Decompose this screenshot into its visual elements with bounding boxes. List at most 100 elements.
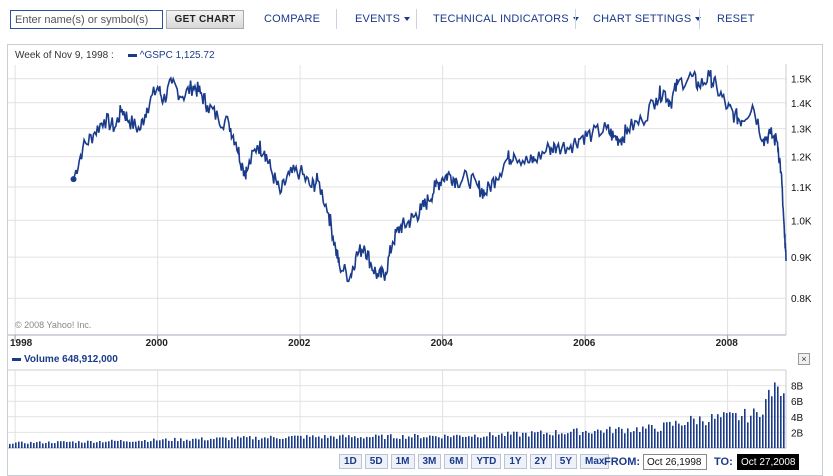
x-tick-label: 2004 (431, 338, 454, 349)
reset-button[interactable]: RESET (717, 13, 755, 25)
x-tick-label: 2002 (288, 338, 311, 349)
chevron-down-icon (404, 17, 411, 22)
volume-bar (639, 432, 641, 448)
volume-bar (225, 437, 227, 448)
volume-bar (573, 428, 575, 448)
copyright-text: © 2008 Yahoo! Inc. (15, 320, 91, 330)
volume-bar (645, 428, 647, 448)
range-button-max[interactable]: Max (580, 454, 610, 469)
volume-bar (516, 431, 518, 448)
volume-bar (741, 416, 743, 448)
volume-bar (189, 440, 191, 448)
volume-bar (678, 423, 680, 448)
range-button-ytd[interactable]: YTD (471, 454, 502, 469)
volume-bar (633, 431, 635, 448)
range-button-6m[interactable]: 6M (444, 454, 469, 469)
price-y-tick-label: 1.3K (791, 125, 812, 136)
range-button-1d[interactable]: 1D (339, 454, 362, 469)
volume-bar (75, 442, 77, 448)
volume-bar (336, 438, 338, 448)
volume-bar (171, 441, 173, 448)
price-y-axis: 0.8K 0.9K 1.0K 1.1K 1.2K 1.3K 1.4K 1.5K (785, 64, 812, 335)
chevron-down-icon (695, 17, 702, 22)
volume-bar (588, 432, 590, 448)
range-button-1m[interactable]: 1M (390, 454, 415, 469)
range-button-5y[interactable]: 5Y (554, 454, 578, 469)
volume-bar (186, 439, 188, 448)
technical-indicators-label: TECHNICAL INDICATORS (433, 13, 569, 25)
from-label: FROM: (604, 456, 641, 468)
volume-bar (150, 441, 152, 448)
volume-bar (228, 440, 230, 448)
close-volume-button[interactable]: × (798, 353, 810, 365)
volume-bar (600, 430, 602, 448)
toolbar: GET CHART COMPARE EVENTS TECHNICAL INDIC… (0, 0, 833, 40)
range-button-5d[interactable]: 5D (364, 454, 388, 469)
volume-y-tick-label: 2B (791, 428, 804, 439)
series-value: 1,125.72 (175, 50, 215, 61)
events-menu[interactable]: EVENTS (355, 13, 411, 25)
symbol-input[interactable] (10, 10, 163, 29)
volume-bar (552, 435, 554, 448)
volume-bar (636, 427, 638, 448)
volume-bar (582, 432, 584, 448)
volume-bar (213, 439, 215, 448)
volume-bar (309, 436, 311, 448)
price-y-tick-label: 1.4K (791, 99, 812, 110)
volume-bar (96, 442, 98, 448)
volume-bar (642, 426, 644, 448)
volume-label: Volume (24, 354, 60, 365)
volume-bar (486, 436, 488, 448)
volume-bar (432, 435, 434, 448)
volume-bar (249, 436, 251, 448)
volume-bar (705, 425, 707, 448)
volume-bar (453, 435, 455, 448)
volume-bar (339, 435, 341, 448)
volume-bar (39, 441, 41, 448)
to-date-input[interactable] (737, 454, 799, 470)
volume-bar (651, 425, 653, 448)
compare-button[interactable]: COMPARE (264, 13, 321, 25)
volume-bar (33, 443, 35, 448)
volume-bar (624, 433, 626, 448)
range-button-1y[interactable]: 1Y (504, 454, 527, 469)
events-label: EVENTS (355, 13, 401, 25)
from-date-input[interactable] (643, 454, 707, 470)
volume-bar (492, 435, 494, 448)
range-button-2y[interactable]: 2Y (529, 454, 552, 469)
volume-bar (108, 441, 110, 448)
volume-bar (462, 437, 464, 448)
volume-bar (567, 433, 569, 448)
volume-bar (105, 441, 107, 448)
volume-bar (780, 396, 782, 448)
volume-bar (594, 431, 596, 448)
volume-bar (621, 428, 623, 448)
volume-bar (528, 436, 530, 448)
volume-bar (468, 436, 470, 448)
volume-bar (606, 429, 608, 448)
series-label: ^GSPC (139, 50, 173, 61)
volume-bar (282, 438, 284, 448)
volume-bar (726, 413, 728, 448)
volume-bar (420, 438, 422, 448)
get-chart-button[interactable]: GET CHART (166, 10, 244, 29)
volume-bar (438, 437, 440, 448)
volume-bar (696, 424, 698, 448)
volume-bar (210, 438, 212, 448)
chart-settings-menu[interactable]: CHART SETTINGS (593, 13, 702, 25)
volume-bar (351, 437, 353, 448)
volume-bar (222, 437, 224, 448)
volume-bar (759, 417, 761, 448)
volume-bar (258, 439, 260, 448)
volume-bar (429, 435, 431, 448)
volume-bar (240, 437, 242, 448)
range-button-3m[interactable]: 3M (417, 454, 442, 469)
volume-bar (747, 422, 749, 448)
volume-bar (174, 437, 176, 448)
volume-bar (297, 435, 299, 448)
volume-bar (627, 428, 629, 448)
x-tick-label: 2000 (146, 338, 169, 349)
volume-bar (618, 427, 620, 448)
volume-bar (699, 416, 701, 448)
price-series-line (72, 69, 787, 283)
